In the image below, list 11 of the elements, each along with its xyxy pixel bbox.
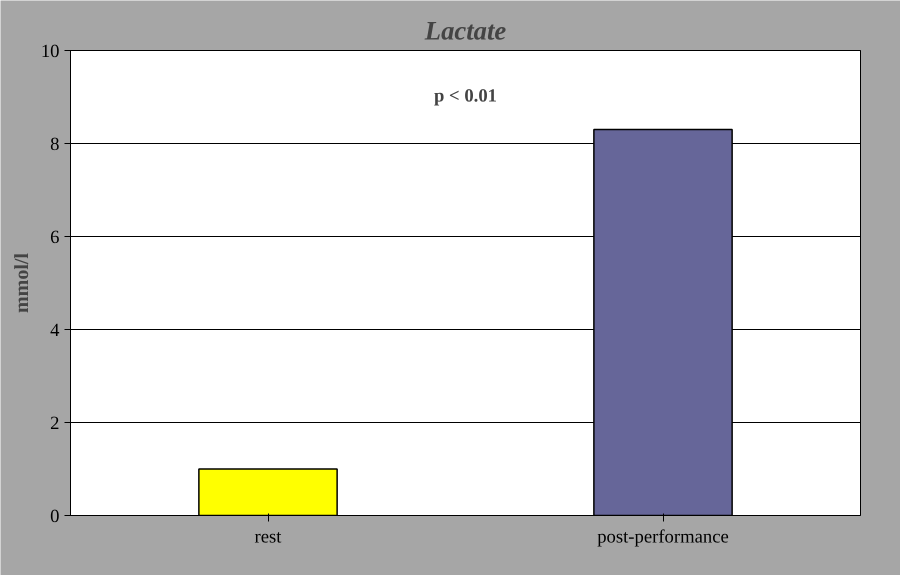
x-tick-label: rest bbox=[254, 526, 282, 548]
chart-title: Lactate bbox=[424, 16, 506, 46]
y-tick-label: 2 bbox=[50, 413, 60, 434]
y-axis-title: mmol/l bbox=[10, 252, 33, 313]
annotation: p < 0.01 bbox=[434, 85, 497, 106]
y-tick-label: 10 bbox=[40, 41, 60, 62]
x-tick-label: post-performance bbox=[597, 526, 729, 548]
y-tick-label: 4 bbox=[50, 320, 60, 341]
y-tick-label: 8 bbox=[50, 134, 60, 155]
y-tick-label: 6 bbox=[50, 227, 60, 248]
y-tick-label: 0 bbox=[50, 506, 60, 527]
